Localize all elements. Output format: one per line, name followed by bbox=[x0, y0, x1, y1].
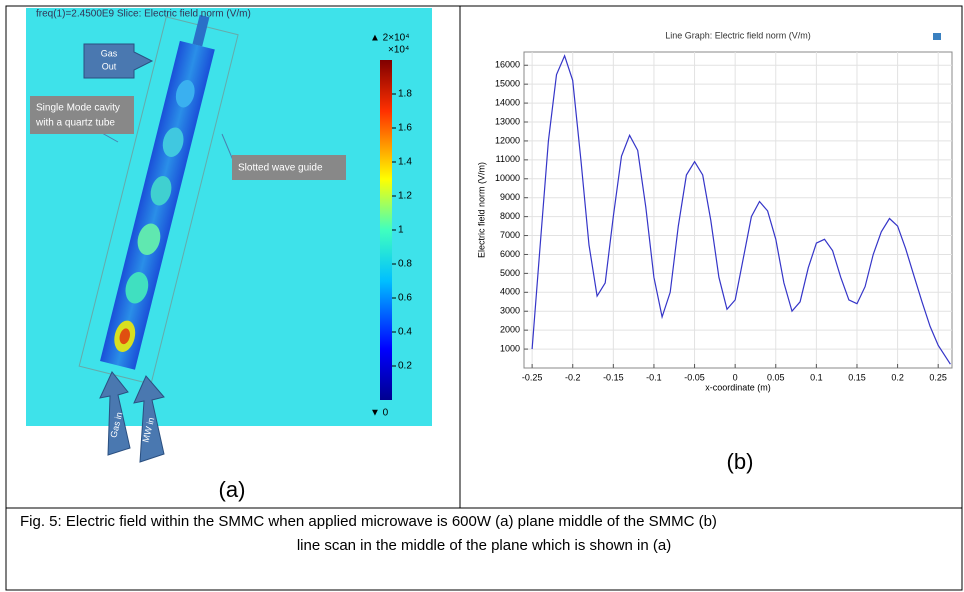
x-tick-label: -0.1 bbox=[646, 372, 662, 382]
cavity-note: with a quartz tube bbox=[35, 118, 115, 129]
x-tick-label: -0.2 bbox=[565, 372, 581, 382]
colorbar-tick-label: 0.6 bbox=[398, 293, 412, 304]
x-tick-label: -0.15 bbox=[603, 372, 624, 382]
colorbar-tick-label: 0.2 bbox=[398, 361, 412, 372]
y-tick-label: 9000 bbox=[500, 192, 520, 202]
colorbar-max: ▲ 2×10⁴ bbox=[370, 33, 410, 44]
caption: Fig. 5: Electric field within the SMMC w… bbox=[20, 513, 717, 530]
y-tick-label: 5000 bbox=[500, 268, 520, 278]
y-tick-label: 13000 bbox=[495, 116, 520, 126]
panel-label: (a) bbox=[219, 477, 246, 502]
colorbar-tick-label: 1.6 bbox=[398, 123, 412, 134]
y-tick-label: 1000 bbox=[500, 343, 520, 353]
guide-note: Slotted wave guide bbox=[238, 163, 323, 174]
colorbar-tick-label: 0.8 bbox=[398, 259, 412, 270]
y-tick-label: 10000 bbox=[495, 173, 520, 183]
y-tick-label: 8000 bbox=[500, 211, 520, 221]
y-axis-label: Electric field norm (V/m) bbox=[476, 162, 486, 258]
frame bbox=[5, 5, 963, 591]
y-tick-label: 6000 bbox=[500, 249, 520, 259]
y-tick-label: 2000 bbox=[500, 325, 520, 335]
panel-label: (b) bbox=[727, 449, 754, 474]
simulation-image bbox=[26, 8, 432, 463]
colorbar-tick-label: 1.8 bbox=[398, 89, 412, 100]
gas-out: Gas bbox=[101, 48, 118, 58]
colorbar-tick-label: 1.4 bbox=[398, 157, 412, 168]
y-tick-label: 3000 bbox=[500, 306, 520, 316]
x-tick-label: 0.05 bbox=[767, 372, 785, 382]
x-tick-label: 0.2 bbox=[891, 372, 904, 382]
x-tick-label: -0.25 bbox=[522, 372, 543, 382]
y-tick-label: 7000 bbox=[500, 230, 520, 240]
x-axis-label: x-coordinate (m) bbox=[705, 382, 771, 392]
x-tick-label: 0.1 bbox=[810, 372, 823, 382]
caption: line scan in the middle of the plane whi… bbox=[297, 537, 671, 554]
colorbar-multiplier: ×10⁴ bbox=[388, 45, 409, 56]
y-tick-label: 4000 bbox=[500, 287, 520, 297]
x-tick-label: 0.15 bbox=[848, 372, 866, 382]
data-line bbox=[531, 54, 951, 365]
x-tick-label: 0 bbox=[733, 372, 738, 382]
colorbar-tick-label: 0.4 bbox=[398, 327, 412, 338]
y-tick-label: 16000 bbox=[495, 60, 520, 70]
export-icon bbox=[933, 33, 941, 40]
y-tick-label: 14000 bbox=[495, 97, 520, 107]
y-tick-label: 15000 bbox=[495, 79, 520, 89]
plot-area bbox=[523, 51, 953, 369]
y-tick-label: 11000 bbox=[496, 154, 520, 164]
chart-title: Line Graph: Electric field norm (V/m) bbox=[665, 30, 811, 40]
colorbar-tick-label: 1 bbox=[398, 225, 404, 236]
colorbar-tick-label: 1.2 bbox=[398, 191, 412, 202]
x-tick-label: 0.25 bbox=[929, 372, 947, 382]
gas-out: Out bbox=[102, 61, 117, 71]
y-tick-label: 12000 bbox=[495, 135, 520, 145]
cavity-note: Single Mode cavity bbox=[36, 103, 120, 114]
colorbar-min: ▼ 0 bbox=[370, 408, 389, 419]
x-tick-label: -0.05 bbox=[684, 372, 705, 382]
image-header: freq(1)=2.4500E9 Slice: Electric field n… bbox=[36, 9, 251, 20]
